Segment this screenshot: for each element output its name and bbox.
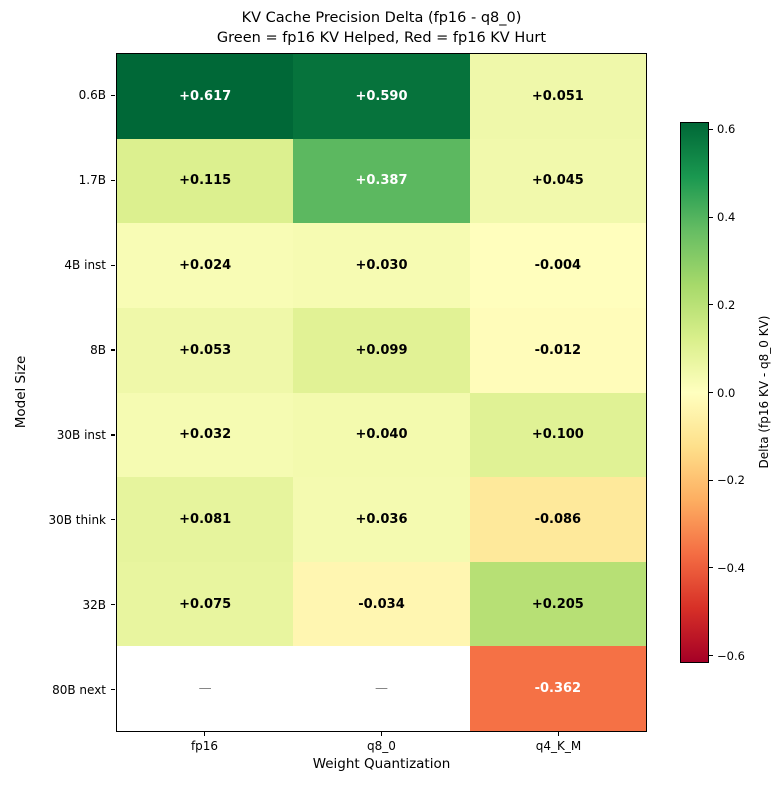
heatmap-cell-4B-inst-q4_K_M: -0.004 [469, 223, 646, 308]
heatmap-cell-1.7B-q8_0: +0.387 [293, 138, 470, 224]
heatmap-cell-80B-next-q8_0: — [293, 646, 470, 731]
heatmap-cell-0.6B-fp16: +0.617 [117, 54, 294, 139]
x-tick-mark [380, 732, 383, 736]
y-tick-label-80B-next: 80B next [52, 682, 106, 697]
x-tick-mark [203, 732, 206, 736]
y-tick-mark [111, 519, 115, 521]
heatmap-cell-1.7B-q4_K_M: +0.045 [469, 138, 646, 224]
heatmap-cell-0.6B-q4_K_M: +0.051 [469, 54, 646, 139]
y-tick-label-30B-inst: 30B inst [56, 427, 106, 442]
y-tick-mark [111, 349, 115, 351]
y-tick-mark [111, 604, 115, 606]
colorbar-tick-label: −0.4 [717, 560, 745, 575]
heatmap-cell-32B-q4_K_M: +0.205 [469, 561, 646, 647]
chart-subtitle: Green = fp16 KV Helped, Red = fp16 KV Hu… [216, 30, 547, 46]
y-tick-label-30B-think: 30B think [48, 512, 106, 527]
colorbar-tick-label: 0.6 [717, 122, 736, 137]
heatmap-cell-30B-inst-fp16: +0.032 [117, 392, 294, 478]
heatmap-cell-8B-q4_K_M: -0.012 [469, 307, 646, 393]
colorbar-title: Delta (fp16 KV - q8_0 KV) [757, 315, 771, 469]
y-axis-title: Model Size [13, 355, 29, 429]
heatmap-cell-8B-fp16: +0.053 [117, 307, 294, 393]
x-tick-label-q8_0: q8_0 [367, 739, 396, 753]
x-tick-label-q4_K_M: q4_K_M [535, 739, 582, 753]
y-tick-label-32B: 32B [82, 597, 106, 612]
y-tick-mark [111, 264, 115, 266]
colorbar-tick-label: −0.6 [717, 648, 745, 663]
y-tick-mark [111, 434, 115, 436]
colorbar-tick-mark [709, 128, 713, 131]
heatmap-grid: +0.617 +0.590 +0.051 +0.115 +0.387 +0.045 +0.0… [116, 53, 647, 732]
colorbar-tick-label: −0.2 [717, 473, 745, 488]
colorbar-tick-mark [709, 391, 713, 394]
colorbar-tick-label: 0.2 [717, 297, 736, 312]
heatmap-cell-80B-next-fp16: — [117, 646, 294, 731]
heatmap-cell-80B-next-q4_K_M: -0.362 [469, 646, 646, 731]
colorbar-tick-mark [709, 567, 713, 569]
heatmap-cell-0.6B-q8_0: +0.590 [293, 54, 470, 139]
colorbar-tick-mark [709, 479, 713, 481]
heatmap-cell-30B-think-q8_0: +0.036 [293, 477, 470, 562]
x-tick-label-fp16: fp16 [190, 739, 219, 753]
heatmap-cell-1.7B-fp16: +0.115 [117, 138, 294, 224]
x-axis-title: Weight Quantization [312, 756, 451, 772]
y-tick-label-4B-inst: 4B inst [64, 258, 106, 273]
colorbar-tick-mark [709, 216, 713, 218]
y-tick-label-0.6B: 0.6B [78, 88, 106, 103]
heatmap-cell-30B-inst-q4_K_M: +0.100 [469, 392, 646, 478]
y-tick-mark [111, 94, 115, 97]
y-tick-label-8B: 8B [90, 343, 106, 358]
heatmap-cell-30B-inst-q8_0: +0.040 [293, 392, 470, 478]
colorbar-tick-label: 0.0 [717, 385, 736, 400]
y-tick-mark [111, 179, 115, 181]
heatmap-cell-32B-q8_0: -0.034 [293, 561, 470, 647]
chart-title: KV Cache Precision Delta (fp16 - q8_0) [241, 10, 522, 26]
heatmap-cell-8B-q8_0: +0.099 [293, 307, 470, 393]
heatmap-cell-4B-inst-fp16: +0.024 [117, 223, 294, 308]
heatmap-cell-30B-think-fp16: +0.081 [117, 477, 294, 562]
y-tick-mark [111, 688, 115, 691]
y-tick-label-1.7B: 1.7B [78, 173, 106, 188]
x-tick-mark [557, 732, 560, 736]
colorbar-tick-label: 0.4 [717, 210, 736, 225]
colorbar-tick-mark [709, 304, 713, 306]
heatmap-cell-32B-fp16: +0.075 [117, 561, 294, 647]
heatmap-cell-30B-think-q4_K_M: -0.086 [469, 477, 646, 562]
heatmap-cell-4B-inst-q8_0: +0.030 [293, 223, 470, 308]
colorbar-tick-mark [709, 654, 713, 657]
colorbar-gradient [680, 122, 709, 663]
